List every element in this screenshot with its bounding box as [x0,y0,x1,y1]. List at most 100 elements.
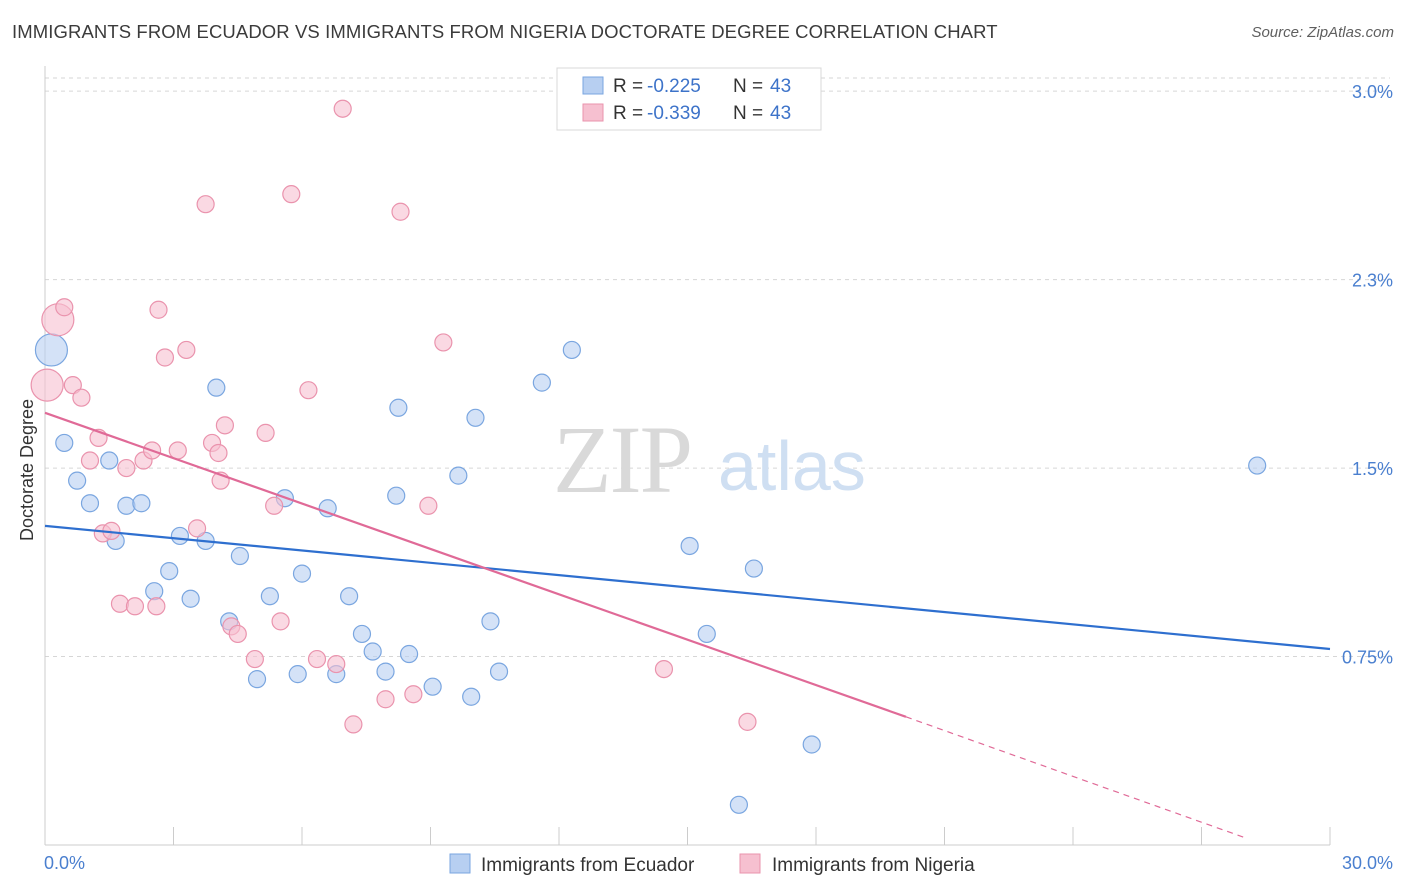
nigeria-point [282,185,301,204]
source-credit: Source: ZipAtlas.com [1251,24,1394,41]
ecuador-point [230,546,249,566]
ecuador-point [462,687,481,706]
nigeria-point [110,594,130,613]
nigeria-point [187,519,207,538]
nigeria-point [307,649,327,669]
ecuador-point [697,624,716,644]
nigeria-point [72,388,91,407]
nigeria-point [327,654,346,674]
ecuador-point [680,536,699,556]
ecuador-point [389,398,408,417]
ecuador-point [34,333,69,367]
ecuador-point [318,499,337,518]
legend-r-value: -0.225 [647,76,701,97]
series-legend-label-ecuador: Immigrants from Ecuador [481,855,695,876]
nigeria-point [196,195,215,214]
ecuador-point [170,526,190,546]
ecuador-point [207,378,226,397]
ecuador-point [729,795,749,814]
nigeria-point [333,99,352,118]
y-axis-label: Doctorate Degree [17,399,37,541]
nigeria-point [209,443,228,463]
legend-swatch-nigeria [582,103,604,122]
legend-r-label: R = [613,76,643,97]
ecuador-point [55,433,74,453]
series-legend: Immigrants from Ecuador Immigrants from … [449,853,975,876]
y-tick-label: 0.75% [1342,648,1393,668]
ecuador-point [340,587,359,606]
watermark-zip: ZIP [553,406,691,513]
ecuador-point [466,408,485,427]
ecuador-point [160,561,179,581]
nigeria-point [256,423,275,442]
nigeria-point [55,298,74,317]
nigeria-point [147,597,166,616]
ecuador-point [562,340,581,360]
nigeria-point [434,333,453,352]
ecuador-point [376,662,395,681]
y-tick-label: 3.0% [1352,82,1393,102]
nigeria-point [344,715,363,734]
x-tick-labels: 0.0% 30.0% [44,853,1393,873]
nigeria-point [30,368,64,402]
legend-r-label: R = [613,103,643,124]
nigeria-point [215,416,234,435]
legend-n-value: 43 [770,76,791,97]
ecuador-point [132,494,151,513]
nigeria-point [419,496,438,515]
nigeria-point [80,451,100,470]
ecuador-point [387,486,406,505]
correlation-legend: R = -0.225 N = 43 R = -0.339 N = 43 [556,67,822,131]
trend-line-nigeria-extension [905,716,1245,839]
ecuador-point [744,559,763,578]
ecuador-point [80,494,100,513]
ecuador-point [292,564,312,583]
nigeria-point [265,496,284,515]
trend-lines [44,411,1331,839]
ecuador-point [399,644,419,664]
nigeria-point [177,340,196,360]
nigeria-point [376,690,395,709]
legend-n-label: N = [733,76,763,97]
nigeria-point [117,458,136,478]
series-ecuador-points [34,333,1267,814]
chart-title: IMMIGRANTS FROM ECUADOR VS IMMIGRANTS FR… [12,21,998,42]
ecuador-point [260,587,279,606]
ecuador-point [247,670,267,689]
nigeria-point [155,348,175,367]
nigeria-point [245,649,264,669]
ecuador-point [100,451,119,470]
nigeria-point [391,202,410,221]
gridlines [45,77,1390,658]
ecuador-point [423,677,442,696]
ecuador-point [449,466,468,485]
ecuador-point [363,642,382,661]
legend-n-label: N = [733,103,763,124]
ecuador-point [288,665,307,684]
ecuador-point [802,735,821,754]
ecuador-point [117,496,136,515]
series-legend-label-nigeria: Immigrants from Nigeria [772,855,975,876]
trend-line-ecuador [44,524,1331,651]
x-tick-label: 0.0% [44,853,85,873]
watermark-atlas: atlas [718,427,866,505]
nigeria-point [228,624,247,644]
x-tick-label: 30.0% [1342,853,1393,873]
nigeria-point [271,612,290,631]
y-tick-labels: 0.75% 1.5% 2.3% 3.0% [1342,82,1393,667]
series-legend-swatch-nigeria [739,853,761,874]
y-tick-label: 2.3% [1352,271,1393,291]
series-nigeria-points [30,99,757,734]
ecuador-point [181,589,200,608]
ecuador-point [489,662,509,681]
nigeria-point [63,376,82,395]
nigeria-point [125,597,145,616]
ecuador-point [1248,456,1267,475]
trend-line-nigeria [44,411,907,718]
axes [44,66,1331,846]
watermark: ZIP atlas [553,406,866,513]
nigeria-point [654,659,674,679]
nigeria-point [299,381,318,400]
nigeria-point [404,685,423,704]
